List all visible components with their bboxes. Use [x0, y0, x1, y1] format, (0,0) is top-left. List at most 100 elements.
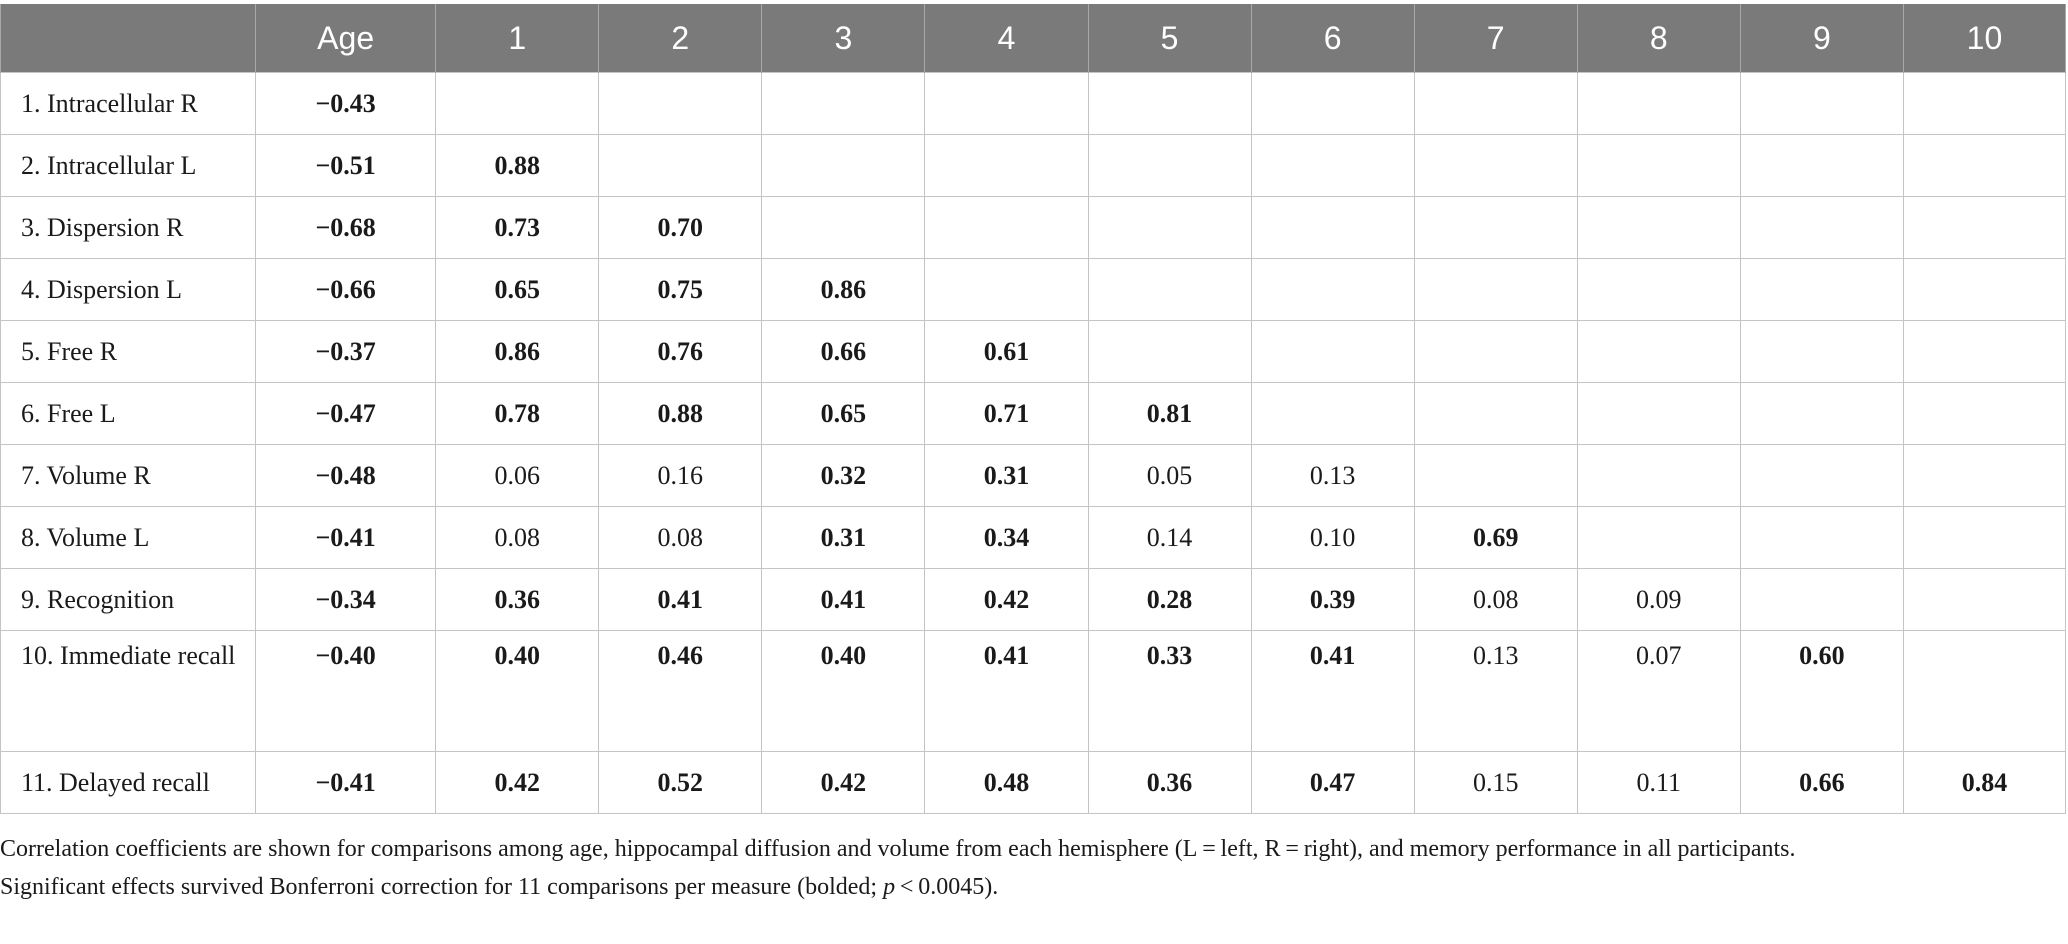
footnote-line-1: Correlation coefficients are shown for c… [0, 836, 1796, 862]
empty-cell [1739, 72, 1904, 135]
table-row: 10. Immediate recall −0.40 0.40 0.46 0.40 0.4… [0, 630, 2067, 752]
correlation-cell: 0.81 [1087, 382, 1252, 445]
correlation-cell: 0.16 [598, 444, 763, 507]
table-row: 1. Intracellular R −0.43 [0, 72, 2067, 135]
empty-cell [1739, 382, 1904, 445]
empty-cell [1902, 444, 2067, 507]
correlation-cell: 0.09 [1576, 568, 1741, 631]
row-label: 9. Recognition [0, 568, 257, 631]
correlation-cell: 0.88 [435, 134, 600, 197]
correlation-cell: 0.14 [1087, 506, 1252, 569]
header-cell-3: 3 [761, 4, 926, 73]
empty-cell [1413, 134, 1578, 197]
empty-cell [924, 258, 1089, 321]
empty-cell [1413, 382, 1578, 445]
empty-cell [598, 134, 763, 197]
correlation-cell: 0.05 [1087, 444, 1252, 507]
correlation-cell: 0.78 [435, 382, 600, 445]
row-label: 10. Immediate recall [0, 630, 257, 752]
correlation-cell: 0.08 [1413, 568, 1578, 631]
empty-cell [1902, 320, 2067, 383]
empty-cell [1250, 320, 1415, 383]
correlation-cell: 0.36 [1087, 751, 1252, 814]
empty-cell [435, 72, 600, 135]
empty-cell [1087, 258, 1252, 321]
empty-cell [1250, 72, 1415, 135]
empty-cell [1250, 382, 1415, 445]
empty-cell [761, 196, 926, 259]
empty-cell [1739, 506, 1904, 569]
empty-cell [1576, 320, 1741, 383]
footnote-line-2-text: Significant effects survived Bonferroni … [0, 874, 884, 900]
correlation-cell: 0.31 [761, 506, 926, 569]
empty-cell [1576, 506, 1741, 569]
empty-cell [1902, 382, 2067, 445]
empty-cell [1902, 196, 2067, 259]
correlation-cell: 0.39 [1250, 568, 1415, 631]
correlation-cell: 0.76 [598, 320, 763, 383]
correlation-cell: 0.07 [1576, 630, 1741, 752]
correlation-cell: 0.42 [924, 568, 1089, 631]
correlation-cell: 0.88 [598, 382, 763, 445]
correlation-cell: 0.08 [598, 506, 763, 569]
row-label: 1. Intracellular R [0, 72, 257, 135]
empty-cell [1902, 258, 2067, 321]
correlation-cell: −0.37 [255, 320, 437, 383]
empty-cell [1087, 134, 1252, 197]
correlation-cell: −0.68 [255, 196, 437, 259]
table-row: 4. Dispersion L −0.66 0.65 0.75 0.86 [0, 258, 2067, 321]
correlation-cell: 0.66 [761, 320, 926, 383]
empty-cell [924, 196, 1089, 259]
empty-cell [1739, 320, 1904, 383]
correlation-cell: −0.41 [255, 751, 437, 814]
footnote-p-symbol: p [883, 874, 896, 900]
correlation-cell: 0.13 [1250, 444, 1415, 507]
correlation-cell: 0.40 [435, 630, 600, 752]
correlation-cell: 0.06 [435, 444, 600, 507]
empty-cell [761, 134, 926, 197]
correlation-cell: 0.42 [435, 751, 600, 814]
empty-cell [761, 72, 926, 135]
header-cell-5: 5 [1087, 4, 1252, 73]
correlation-cell: 0.41 [1250, 630, 1415, 752]
correlation-cell: 0.28 [1087, 568, 1252, 631]
correlation-cell: 0.11 [1576, 751, 1741, 814]
correlation-cell: 0.15 [1413, 751, 1578, 814]
footnote-line-2: Significant effects survived Bonferroni … [0, 868, 2066, 906]
correlation-cell: 0.46 [598, 630, 763, 752]
header-cell-10: 10 [1902, 4, 2067, 73]
correlation-cell: 0.70 [598, 196, 763, 259]
header-cell-1: 1 [435, 4, 600, 73]
row-label: 8. Volume L [0, 506, 257, 569]
empty-cell [598, 72, 763, 135]
header-cell-blank [0, 4, 257, 73]
table-row: 7. Volume R −0.48 0.06 0.16 0.32 0.31 0.05 0.13 [0, 444, 2067, 507]
correlation-cell: 0.47 [1250, 751, 1415, 814]
correlation-cell: 0.65 [435, 258, 600, 321]
row-label: 2. Intracellular L [0, 134, 257, 197]
empty-cell [1087, 320, 1252, 383]
empty-cell [1739, 258, 1904, 321]
correlation-cell: 0.69 [1413, 506, 1578, 569]
row-label: 11. Delayed recall [0, 751, 257, 814]
correlation-cell: 0.40 [761, 630, 926, 752]
correlation-cell: −0.51 [255, 134, 437, 197]
empty-cell [1087, 196, 1252, 259]
header-cell-8: 8 [1576, 4, 1741, 73]
correlation-cell: −0.41 [255, 506, 437, 569]
table-row: 11. Delayed recall −0.41 0.42 0.52 0.42 0.48 0… [0, 751, 2067, 814]
empty-cell [1250, 258, 1415, 321]
empty-cell [1902, 568, 2067, 631]
correlation-cell: 0.65 [761, 382, 926, 445]
empty-cell [1902, 72, 2067, 135]
correlation-cell: 0.60 [1739, 630, 1904, 752]
correlation-cell: 0.42 [761, 751, 926, 814]
empty-cell [1413, 72, 1578, 135]
empty-cell [924, 134, 1089, 197]
correlation-cell: 0.48 [924, 751, 1089, 814]
empty-cell [1250, 196, 1415, 259]
table-row: 2. Intracellular L −0.51 0.88 [0, 134, 2067, 197]
correlation-cell: −0.48 [255, 444, 437, 507]
empty-cell [1739, 568, 1904, 631]
empty-cell [1576, 196, 1741, 259]
